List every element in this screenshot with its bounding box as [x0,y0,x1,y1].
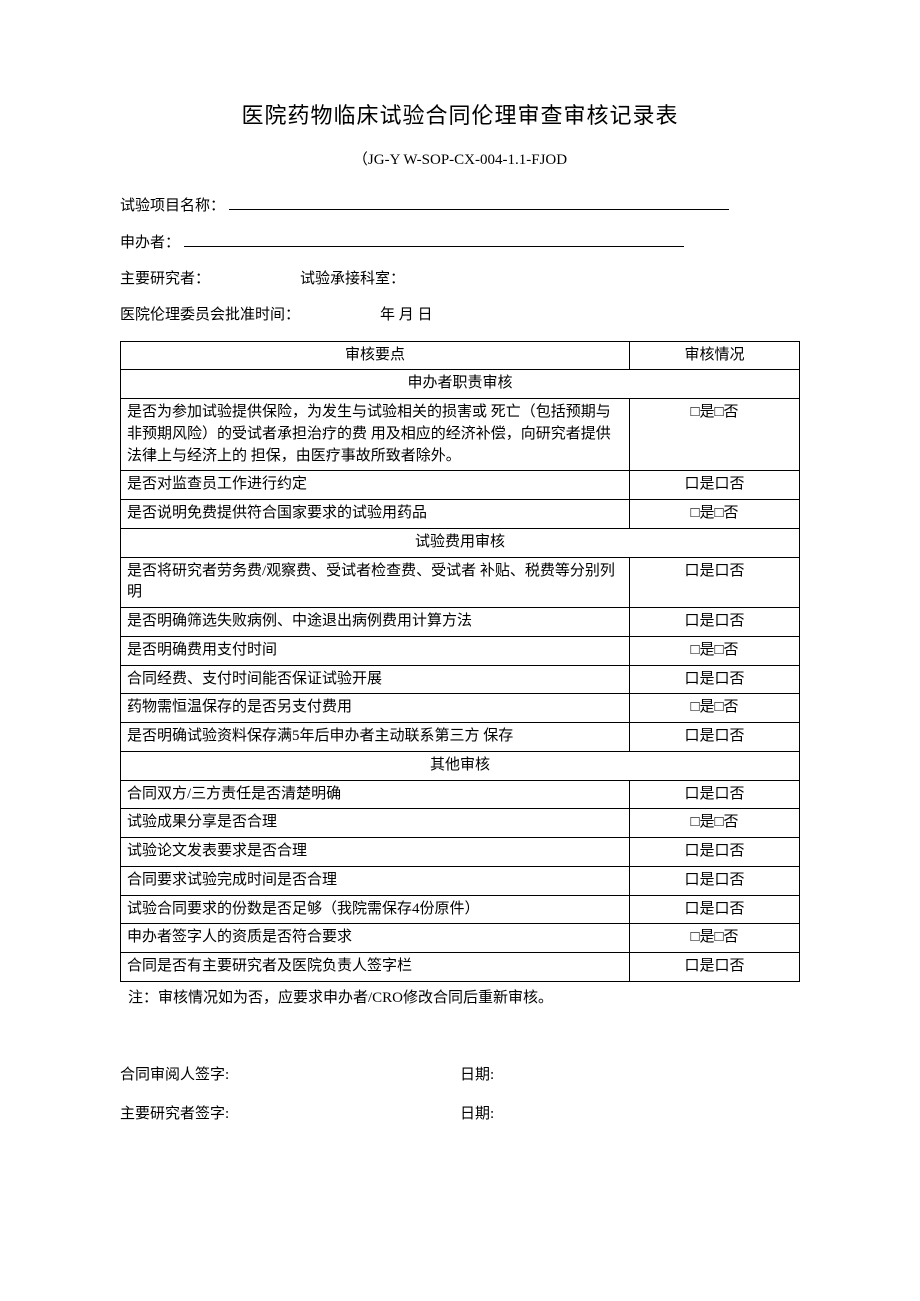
review-status[interactable]: 口是口否 [630,838,800,867]
review-status[interactable]: 口是口否 [630,608,800,637]
researcher-sign-row: 主要研究者签字: 日期: [120,1104,800,1126]
table-row: 试验合同要求的份数是否足够（我院需保存4份原件）口是口否 [121,895,800,924]
table-row: 申办者签字人的资质是否符合要求□是□否 [121,924,800,953]
review-item: 药物需恒温保存的是否另支付费用 [121,694,630,723]
section-header: 申办者职责审核 [121,370,800,399]
review-item: 是否说明免费提供符合国家要求的试验用药品 [121,500,630,529]
table-row: 药物需恒温保存的是否另支付费用□是□否 [121,694,800,723]
review-status[interactable]: 口是口否 [630,780,800,809]
table-row: 是否说明免费提供符合国家要求的试验用药品□是□否 [121,500,800,529]
col-head-status: 审核情况 [630,341,800,370]
document-title: 医院药物临床试验合同伦理审查审核记录表 [120,100,800,132]
sponsor-line[interactable] [184,231,684,247]
review-item: 合同要求试验完成时间是否合理 [121,866,630,895]
table-row: 是否对监查员工作进行约定口是口否 [121,471,800,500]
review-item: 试验成果分享是否合理 [121,809,630,838]
review-status[interactable]: □是□否 [630,399,800,471]
ethics-date-field: 医院伦理委员会批准时间： 年 月 日 [120,305,800,327]
researcher-sign-label: 主要研究者签字: [120,1104,460,1126]
review-status[interactable]: □是□否 [630,694,800,723]
project-name-line[interactable] [229,194,729,210]
reviewer-date-label: 日期: [460,1065,494,1087]
reviewer-sign-label: 合同审阅人签字: [120,1065,460,1087]
sponsor-label: 申办者： [120,233,180,255]
reviewer-sign-row: 合同审阅人签字: 日期: [120,1065,800,1087]
review-item: 是否明确试验资料保存满5年后申办者主动联系第三方 保存 [121,723,630,752]
review-item: 是否将研究者劳务费/观察费、受试者检查费、受试者 补贴、税费等分别列明 [121,557,630,608]
review-item: 是否明确费用支付时间 [121,636,630,665]
review-item: 合同双方/三方责任是否清楚明确 [121,780,630,809]
review-status[interactable]: □是□否 [630,500,800,529]
review-status[interactable]: 口是口否 [630,723,800,752]
review-item: 合同经费、支付时间能否保证试验开展 [121,665,630,694]
review-table: 审核要点审核情况申办者职责审核是否为参加试验提供保险，为发生与试验相关的损害或 … [120,341,800,982]
researcher-field: 主要研究者： [120,269,210,291]
review-item: 合同是否有主要研究者及医院负责人签字栏 [121,953,630,982]
project-name-label: 试验项目名称： [120,196,225,218]
document-subtitle: （JG-Y W-SOP-CX-004-1.1-FJOD [120,150,800,172]
review-item: 申办者签字人的资质是否符合要求 [121,924,630,953]
table-row: 是否明确试验资料保存满5年后申办者主动联系第三方 保存口是口否 [121,723,800,752]
table-row: 试验论文发表要求是否合理口是口否 [121,838,800,867]
review-status[interactable]: □是□否 [630,809,800,838]
table-row: 合同是否有主要研究者及医院负责人签字栏口是口否 [121,953,800,982]
section-header: 试验费用审核 [121,528,800,557]
table-row: 试验成果分享是否合理□是□否 [121,809,800,838]
department-field: 试验承接科室： [300,269,405,291]
review-item: 试验论文发表要求是否合理 [121,838,630,867]
review-item: 是否为参加试验提供保险，为发生与试验相关的损害或 死亡（包括预期与非预期风险）的… [121,399,630,471]
ethics-date-label: 医院伦理委员会批准时间： [120,305,300,327]
ethics-date-value: 年 月 日 [380,305,433,327]
review-status[interactable]: 口是口否 [630,557,800,608]
review-item: 是否明确筛选失败病例、中途退出病例费用计算方法 [121,608,630,637]
review-status[interactable]: 口是口否 [630,665,800,694]
table-row: 合同经费、支付时间能否保证试验开展口是口否 [121,665,800,694]
department-label: 试验承接科室： [300,269,405,291]
researcher-date-label: 日期: [460,1104,494,1126]
table-row: 是否将研究者劳务费/观察费、受试者检查费、受试者 补贴、税费等分别列明口是口否 [121,557,800,608]
footnote: 注：审核情况如为否，应要求申办者/CRO修改合同后重新审核。 [120,988,800,1010]
section-header: 其他审核 [121,751,800,780]
review-status[interactable]: □是□否 [630,924,800,953]
researcher-label: 主要研究者： [120,269,210,291]
review-status[interactable]: 口是口否 [630,953,800,982]
review-item: 试验合同要求的份数是否足够（我院需保存4份原件） [121,895,630,924]
review-item: 是否对监查员工作进行约定 [121,471,630,500]
col-head-point: 审核要点 [121,341,630,370]
review-status[interactable]: 口是口否 [630,866,800,895]
table-row: 合同要求试验完成时间是否合理口是口否 [121,866,800,895]
table-row: 是否明确筛选失败病例、中途退出病例费用计算方法口是口否 [121,608,800,637]
table-row: 合同双方/三方责任是否清楚明确口是口否 [121,780,800,809]
sponsor-field: 申办者： [120,231,800,255]
review-status[interactable]: □是□否 [630,636,800,665]
table-row: 是否为参加试验提供保险，为发生与试验相关的损害或 死亡（包括预期与非预期风险）的… [121,399,800,471]
project-name-field: 试验项目名称： [120,194,800,218]
review-status[interactable]: 口是口否 [630,471,800,500]
table-row: 是否明确费用支付时间□是□否 [121,636,800,665]
review-status[interactable]: 口是口否 [630,895,800,924]
